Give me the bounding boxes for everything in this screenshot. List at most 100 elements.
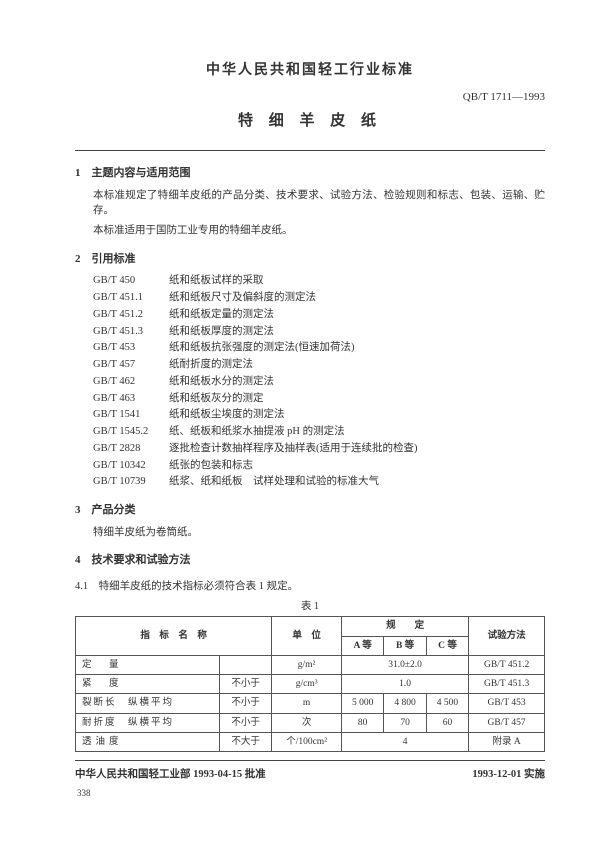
- reference-item: GB/T 451.2纸和纸板定量的测定法: [93, 307, 545, 323]
- reference-code: GB/T 2828: [93, 441, 169, 457]
- cell-val: 31.0±2.0: [341, 655, 468, 674]
- cell-cond: 不小于: [219, 675, 271, 694]
- reference-code: GB/T 451.3: [93, 324, 169, 340]
- cell-c: 60: [426, 713, 468, 732]
- cell-name: 定 量: [76, 655, 220, 674]
- reference-item: GB/T 10739纸浆、纸和纸板 试样处理和试验的标准大气: [93, 474, 545, 490]
- cell-name: 裂断长 纵横平均: [76, 694, 220, 713]
- page-number: 338: [77, 787, 545, 801]
- cell-cond: [219, 655, 271, 674]
- reference-item: GB/T 1541纸和纸板尘埃度的测定法: [93, 407, 545, 423]
- reference-code: GB/T 462: [93, 374, 169, 390]
- table-row: 裂断长 纵横平均 不小于 m 5 000 4 800 4 500 GB/T 45…: [76, 694, 545, 713]
- reference-title: 纸张的包装和标志: [169, 460, 253, 471]
- reference-item: GB/T 10342纸张的包装和标志: [93, 458, 545, 474]
- reference-item: GB/T 463纸和纸板灰分的测定: [93, 391, 545, 407]
- reference-code: GB/T 10342: [93, 458, 169, 474]
- section-3-heading: 3 产品分类: [75, 502, 545, 519]
- footer: 中华人民共和国轻工业部 1993-04-15 批准 1993-12-01 实施: [75, 767, 545, 783]
- reference-item: GB/T 1545.2纸、纸板和纸浆水抽提液 pH 的测定法: [93, 424, 545, 440]
- cell-cond: 不大于: [219, 732, 271, 751]
- reference-list: GB/T 450纸和纸板试样的采取GB/T 451.1纸和纸板尺寸及偏斜度的测定…: [93, 273, 545, 490]
- doc-title: 特 细 羊 皮 纸: [75, 110, 545, 133]
- cell-method: GB/T 457: [469, 713, 545, 732]
- reference-code: GB/T 451.1: [93, 290, 169, 306]
- table-row: 紧 度 不小于 g/cm³ 1.0 GB/T 451.3: [76, 675, 545, 694]
- cell-b: 70: [384, 713, 426, 732]
- cell-name: 透油度: [76, 732, 220, 751]
- table-row: 耐折度 纵横平均 不小于 次 80 70 60 GB/T 457: [76, 713, 545, 732]
- reference-item: GB/T 2828逐批检查计数抽样程序及抽样表(适用于连续批的检查): [93, 441, 545, 457]
- section-1-p1: 本标准规定了特细羊皮纸的产品分类、技术要求、试验方法、检验规则和标志、包装、运输…: [93, 188, 545, 220]
- reference-title: 纸和纸板水分的测定法: [169, 376, 274, 387]
- cell-unit: g/m²: [272, 655, 342, 674]
- reference-title: 纸和纸板厚度的测定法: [169, 326, 274, 337]
- reference-item: GB/T 462纸和纸板水分的测定法: [93, 374, 545, 390]
- th-grade-b: B 等: [384, 636, 426, 655]
- cell-unit: g/cm³: [272, 675, 342, 694]
- section-2-heading: 2 引用标准: [75, 251, 545, 268]
- cell-method: GB/T 451.2: [469, 655, 545, 674]
- reference-code: GB/T 451.2: [93, 307, 169, 323]
- cell-method: GB/T 451.3: [469, 675, 545, 694]
- reference-title: 纸和纸板灰分的测定: [169, 393, 264, 404]
- footer-divider: [75, 760, 545, 761]
- cell-name: 紧 度: [76, 675, 220, 694]
- cell-method: 附录 A: [469, 732, 545, 751]
- th-grade-a: A 等: [341, 636, 383, 655]
- reference-code: GB/T 1545.2: [93, 424, 169, 440]
- section-1-p2: 本标准适用于国防工业专用的特细羊皮纸。: [93, 223, 545, 239]
- reference-title: 纸耐折度的测定法: [169, 359, 253, 370]
- section-3-p1: 特细羊皮纸为卷筒纸。: [93, 525, 545, 541]
- cell-a: 80: [341, 713, 383, 732]
- doc-code: QB/T 1711—1993: [75, 89, 545, 106]
- reference-code: GB/T 457: [93, 357, 169, 373]
- cell-name: 耐折度 纵横平均: [76, 713, 220, 732]
- table-header-row: 指 标 名 称 单 位 规 定 试验方法: [76, 617, 545, 636]
- cell-val: 4: [341, 732, 468, 751]
- reference-code: GB/T 10739: [93, 474, 169, 490]
- cell-method: GB/T 453: [469, 694, 545, 713]
- footer-effective: 1993-12-01 实施: [472, 767, 545, 783]
- cell-cond: 不小于: [219, 713, 271, 732]
- cell-unit: 个/100cm²: [272, 732, 342, 751]
- th-method: 试验方法: [469, 617, 545, 656]
- th-name: 指 标 名 称: [76, 617, 272, 656]
- reference-title: 纸和纸板定量的测定法: [169, 309, 274, 320]
- section-4-heading: 4 技术要求和试验方法: [75, 552, 545, 569]
- spec-table: 指 标 名 称 单 位 规 定 试验方法 A 等 B 等 C 等 定 量 g/m…: [75, 616, 545, 752]
- reference-title: 纸和纸板尺寸及偏斜度的测定法: [169, 292, 316, 303]
- table-row: 定 量 g/m² 31.0±2.0 GB/T 451.2: [76, 655, 545, 674]
- cell-c: 4 500: [426, 694, 468, 713]
- footer-approval: 中华人民共和国轻工业部 1993-04-15 批准: [75, 767, 266, 783]
- reference-item: GB/T 451.1纸和纸板尺寸及偏斜度的测定法: [93, 290, 545, 306]
- cell-a: 5 000: [341, 694, 383, 713]
- cell-cond: 不小于: [219, 694, 271, 713]
- cell-unit: 次: [272, 713, 342, 732]
- document-page: 中华人民共和国轻工行业标准 QB/T 1711—1993 特 细 羊 皮 纸 1…: [0, 0, 600, 825]
- reference-item: GB/T 453纸和纸板抗张强度的测定法(恒速加荷法): [93, 340, 545, 356]
- section-1-heading: 1 主题内容与适用范围: [75, 165, 545, 182]
- cell-b: 4 800: [384, 694, 426, 713]
- reference-code: GB/T 1541: [93, 407, 169, 423]
- reference-code: GB/T 450: [93, 273, 169, 289]
- org-title: 中华人民共和国轻工行业标准: [75, 60, 545, 81]
- cell-val: 1.0: [341, 675, 468, 694]
- table-row: 透油度 不大于 个/100cm² 4 附录 A: [76, 732, 545, 751]
- reference-title: 纸和纸板试样的采取: [169, 275, 264, 286]
- reference-title: 纸和纸板尘埃度的测定法: [169, 409, 285, 420]
- th-unit: 单 位: [272, 617, 342, 656]
- section-4-1-heading: 4.1 特细羊皮纸的技术指标必须符合表 1 规定。: [75, 579, 545, 595]
- reference-item: GB/T 457纸耐折度的测定法: [93, 357, 545, 373]
- reference-title: 逐批检查计数抽样程序及抽样表(适用于连续批的检查): [169, 443, 418, 454]
- table-caption: 表 1: [75, 599, 545, 615]
- th-grade-c: C 等: [426, 636, 468, 655]
- th-spec: 规 定: [341, 617, 468, 636]
- reference-item: GB/T 451.3纸和纸板厚度的测定法: [93, 324, 545, 340]
- reference-title: 纸和纸板抗张强度的测定法(恒速加荷法): [169, 342, 355, 353]
- reference-item: GB/T 450纸和纸板试样的采取: [93, 273, 545, 289]
- reference-title: 纸浆、纸和纸板 试样处理和试验的标准大气: [169, 476, 379, 487]
- reference-code: GB/T 463: [93, 391, 169, 407]
- reference-title: 纸、纸板和纸浆水抽提液 pH 的测定法: [169, 426, 345, 437]
- divider: [75, 150, 545, 151]
